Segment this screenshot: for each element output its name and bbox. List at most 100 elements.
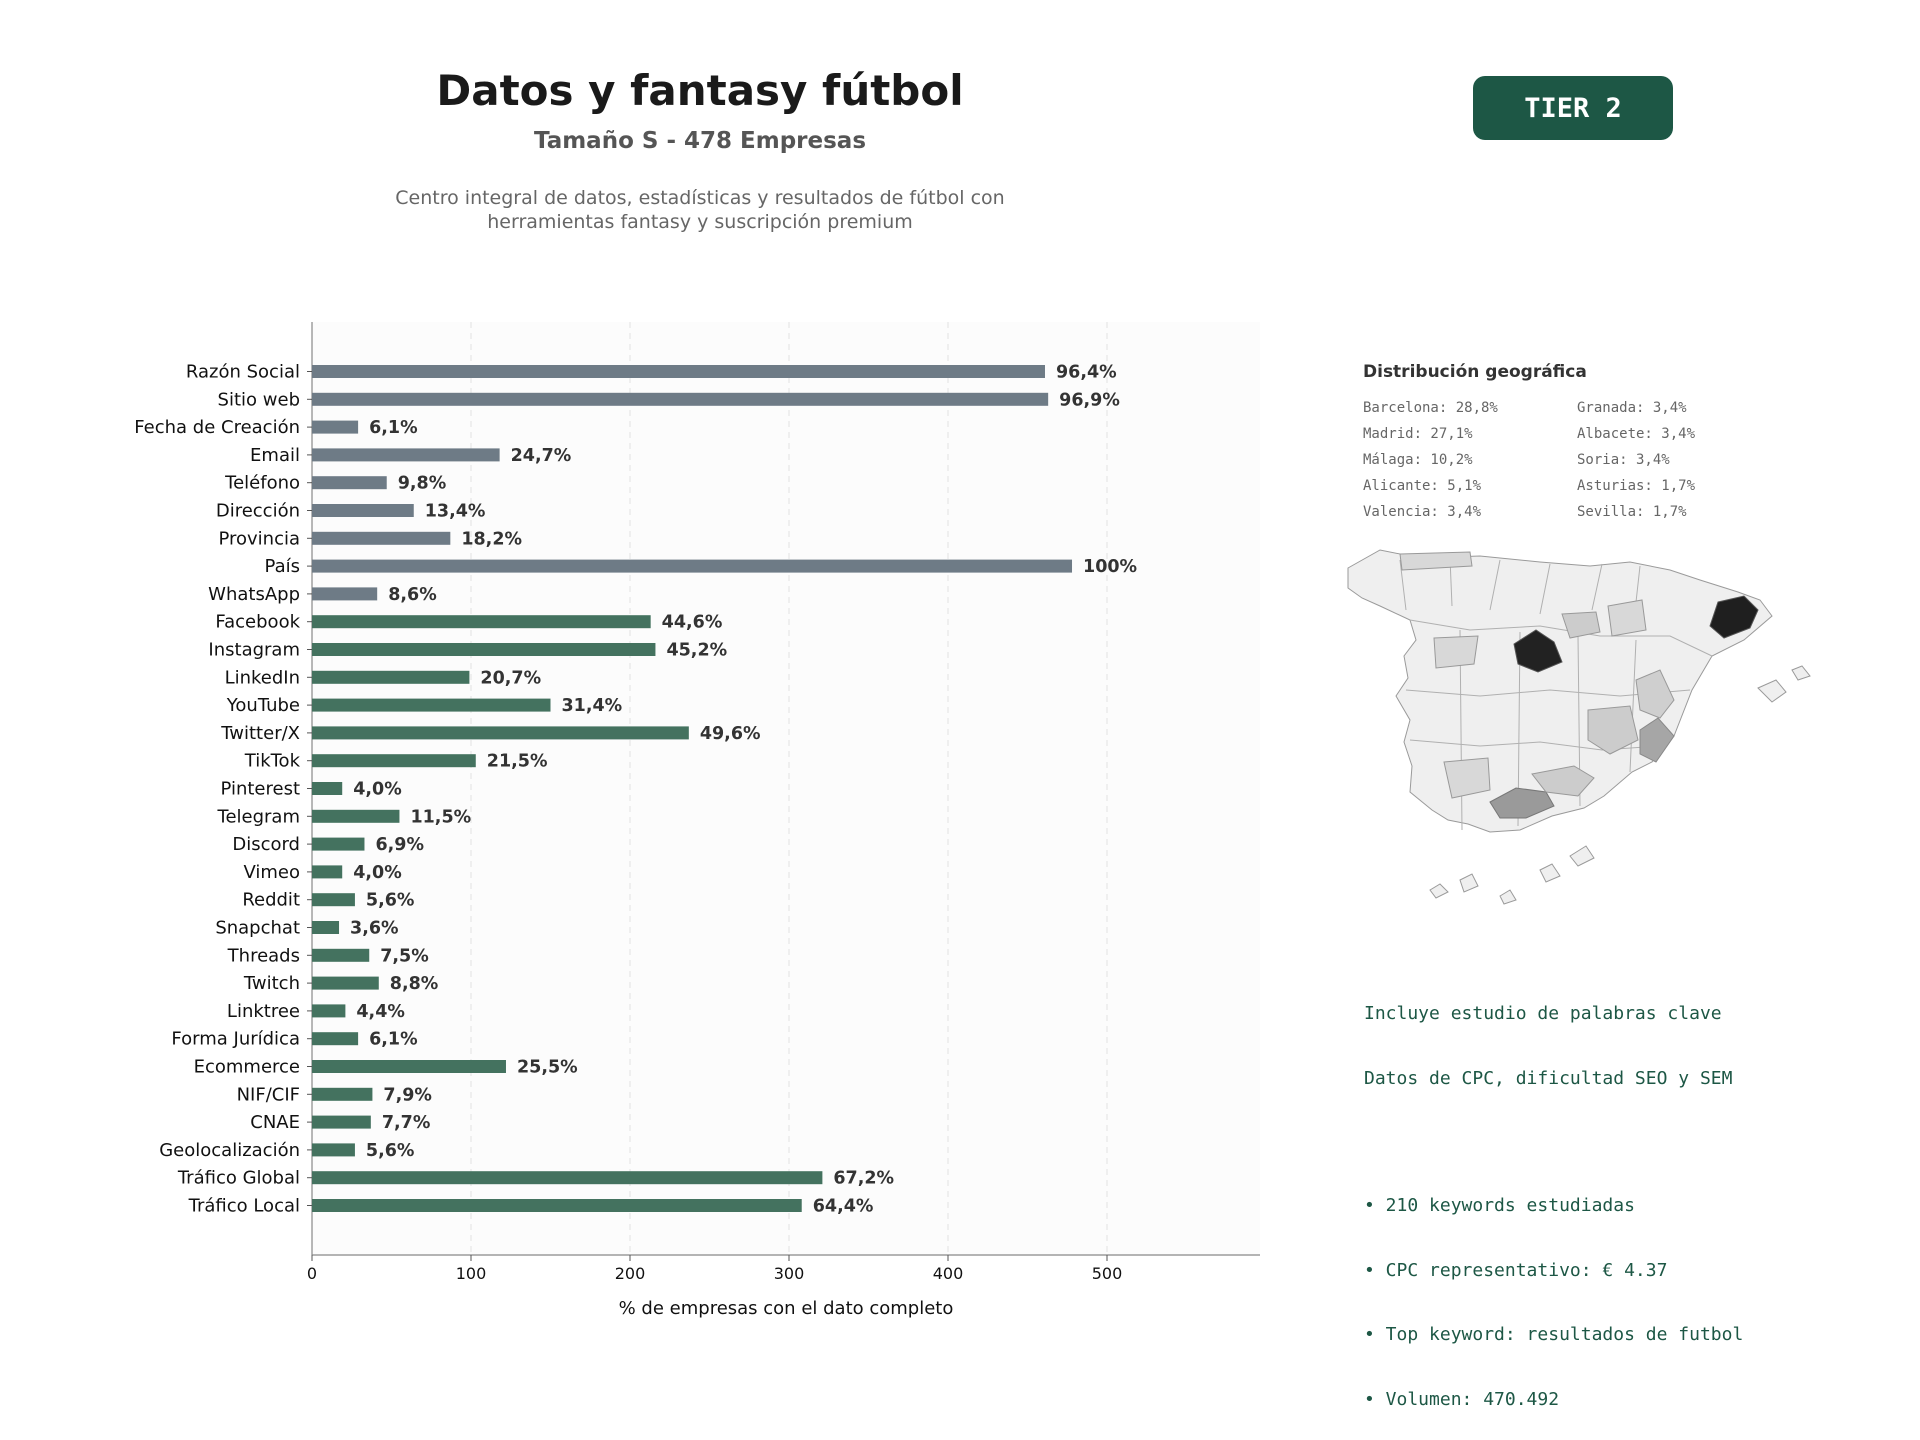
bar-chart: 0 100 200 300 400 500 % de empresas con el dat… bbox=[134, 322, 1260, 1319]
bar-value-label: 49,6% bbox=[700, 724, 761, 744]
x-tick-label: 100 bbox=[456, 1264, 487, 1283]
bar bbox=[312, 559, 1073, 573]
bar bbox=[312, 782, 343, 795]
bar bbox=[312, 1171, 823, 1185]
category-label: Vimeo bbox=[243, 862, 300, 883]
bar bbox=[312, 1199, 802, 1212]
bar bbox=[312, 392, 1049, 406]
bar bbox=[312, 893, 355, 907]
bar-value-label: 18,2% bbox=[461, 529, 522, 549]
x-tick-label: 200 bbox=[615, 1264, 646, 1283]
province-malaga bbox=[1489, 787, 1555, 819]
category-label: Facebook bbox=[215, 612, 300, 633]
bar bbox=[312, 754, 476, 768]
plot-area bbox=[312, 322, 1260, 1255]
category-label: Discord bbox=[232, 834, 300, 855]
bar bbox=[312, 726, 689, 740]
page-subtitle: Tamaño S - 478 Empresas bbox=[533, 128, 867, 154]
keyword-bullet: • Top keyword: resultados de futbol bbox=[1364, 1324, 1744, 1345]
geo-distribution-title: Distribución geográfica bbox=[1363, 362, 1587, 382]
bar bbox=[312, 448, 500, 462]
bar bbox=[312, 1060, 506, 1073]
category-label: Sitio web bbox=[218, 389, 300, 410]
canary-islands bbox=[1429, 845, 1595, 905]
keyword-bullet: • CPC representativo: € 4.37 bbox=[1364, 1259, 1668, 1281]
bar-value-label: 5,6% bbox=[366, 891, 415, 911]
geo-item: Madrid: 27,1% bbox=[1363, 426, 1473, 442]
bar bbox=[312, 1087, 373, 1101]
bar-value-label: 8,6% bbox=[388, 585, 437, 605]
bar bbox=[312, 643, 656, 656]
bar bbox=[312, 587, 378, 601]
bar-value-label: 8,8% bbox=[390, 974, 439, 994]
bar bbox=[312, 809, 400, 823]
bar bbox=[312, 670, 470, 684]
bar-value-label: 3,6% bbox=[350, 919, 399, 939]
bar-value-label: 7,7% bbox=[382, 1113, 431, 1133]
category-label: Twitch bbox=[243, 973, 300, 994]
keyword-bullet: • Volumen: 470.492 bbox=[1364, 1388, 1560, 1410]
category-label: Ecommerce bbox=[194, 1057, 300, 1078]
geo-item: Sevilla: 1,7% bbox=[1577, 504, 1687, 520]
bar-value-label: 44,6% bbox=[662, 613, 723, 633]
tier-badge: TIER 2 bbox=[1473, 76, 1673, 140]
bar-value-label: 96,4% bbox=[1056, 363, 1117, 383]
category-label: TikTok bbox=[244, 751, 301, 772]
bar bbox=[312, 1115, 371, 1129]
bar-value-label: 67,2% bbox=[833, 1169, 894, 1189]
bar-value-label: 13,4% bbox=[425, 502, 486, 522]
bar-value-label: 64,4% bbox=[813, 1197, 874, 1217]
category-label: LinkedIn bbox=[225, 667, 300, 688]
category-label: Snapchat bbox=[215, 918, 300, 939]
bar bbox=[312, 921, 340, 934]
category-label: Tráfico Local bbox=[188, 1196, 300, 1217]
category-label: Pinterest bbox=[220, 779, 300, 800]
description-line-1: Centro integral de datos, estadísticas y… bbox=[395, 187, 1005, 209]
category-label: Dirección bbox=[216, 501, 300, 522]
category-label: Threads bbox=[227, 945, 300, 966]
province-leon bbox=[1433, 635, 1479, 669]
geo-item: Barcelona: 28,8% bbox=[1363, 400, 1498, 416]
bar bbox=[312, 476, 387, 490]
x-tick-label: 0 bbox=[307, 1264, 317, 1283]
bar bbox=[312, 976, 379, 990]
category-label: Tráfico Global bbox=[177, 1168, 300, 1189]
bar bbox=[312, 365, 1045, 378]
bar-value-label: 6,1% bbox=[369, 418, 418, 438]
bar-value-label: 25,5% bbox=[517, 1058, 578, 1078]
geo-item: Alicante: 5,1% bbox=[1363, 478, 1482, 494]
category-label: Geolocalización bbox=[159, 1140, 300, 1161]
province-barcelona bbox=[1709, 595, 1759, 639]
keyword-intro-line-2: Datos de CPC, dificultad SEO y SEM bbox=[1364, 1067, 1733, 1089]
bar-value-label: 6,9% bbox=[375, 835, 424, 855]
bar bbox=[312, 865, 343, 879]
province-asturias bbox=[1399, 551, 1473, 571]
bar bbox=[312, 531, 451, 545]
geo-distribution-list: Barcelona: 28,8% Granada: 3,4% Madrid: 2… bbox=[1363, 398, 1783, 522]
geo-item: Soria: 3,4% bbox=[1577, 452, 1670, 468]
province-sevilla bbox=[1443, 757, 1491, 799]
bar-value-label: 5,6% bbox=[366, 1141, 415, 1161]
bar-value-label: 9,8% bbox=[398, 474, 447, 494]
bar-value-label: 4,4% bbox=[356, 1002, 405, 1022]
spain-province-map bbox=[1347, 549, 1811, 905]
bar-value-label: 21,5% bbox=[487, 752, 548, 772]
category-label: Reddit bbox=[242, 890, 300, 911]
geo-item: Málaga: 10,2% bbox=[1363, 452, 1473, 468]
geo-item: Asturias: 1,7% bbox=[1577, 478, 1696, 494]
category-label: Teléfono bbox=[224, 473, 300, 494]
bar bbox=[312, 1004, 346, 1018]
category-label: País bbox=[265, 556, 300, 577]
category-label: WhatsApp bbox=[208, 584, 300, 605]
category-label: Twitter/X bbox=[220, 723, 300, 744]
keyword-bullet: • 210 keywords estudiadas bbox=[1364, 1195, 1635, 1216]
province-zaragoza bbox=[1607, 599, 1647, 637]
category-label: Instagram bbox=[208, 640, 300, 661]
category-label: Forma Jurídica bbox=[171, 1029, 300, 1050]
x-axis-title: % de empresas con el dato completo bbox=[619, 1298, 954, 1319]
geo-item: Albacete: 3,4% bbox=[1577, 426, 1696, 442]
page-description: Centro integral de datos, estadísticas y… bbox=[330, 186, 1070, 234]
category-label: Telegram bbox=[217, 806, 300, 827]
bar bbox=[312, 504, 414, 517]
bar-value-label: 20,7% bbox=[480, 668, 541, 688]
